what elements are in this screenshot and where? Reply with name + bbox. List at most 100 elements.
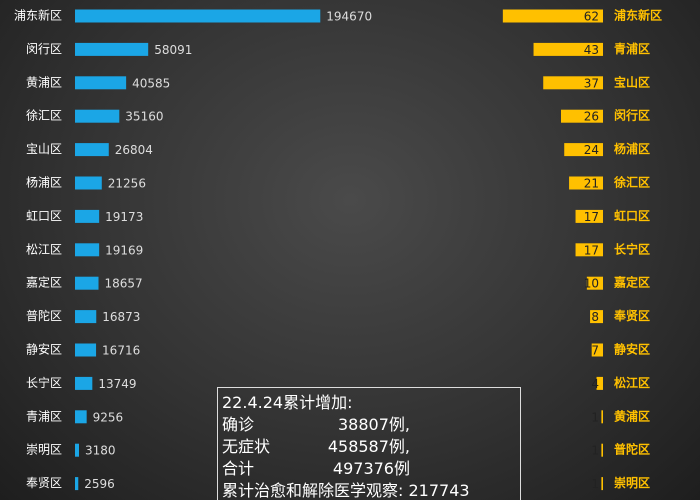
category-label: 普陀区 — [614, 442, 650, 457]
bar — [75, 477, 79, 491]
value-label: 58091 — [154, 43, 192, 57]
bar — [75, 109, 120, 123]
value-label: 17 — [584, 210, 599, 224]
value-label: 21256 — [108, 177, 146, 191]
bar — [75, 9, 321, 23]
value-label: 1 — [591, 477, 599, 491]
bar — [75, 443, 80, 457]
category-label: 长宁区 — [614, 241, 650, 256]
category-label: 长宁区 — [26, 375, 62, 390]
category-label: 徐汇区 — [613, 175, 650, 190]
category-label: 宝山区 — [614, 74, 650, 89]
notice-box: 22.4.24累计增加: 确诊 38807例, 无症状 458587例, 合计 497… — [217, 387, 521, 500]
bar — [75, 376, 93, 390]
label: 确诊 — [222, 415, 255, 434]
category-label: 杨浦区 — [614, 141, 650, 156]
bar — [564, 143, 603, 157]
bar — [533, 42, 603, 56]
bar — [75, 76, 127, 90]
value-label: 9256 — [93, 410, 124, 424]
value-label: 1 — [591, 410, 599, 424]
label: 无症状 — [222, 437, 271, 456]
notice-title: 22.4.24累计增加: — [222, 393, 353, 412]
bar — [75, 343, 97, 357]
value-label: 7 — [591, 344, 599, 358]
value-label: 26804 — [115, 143, 153, 157]
category-label: 青浦区 — [614, 41, 650, 56]
bar — [75, 209, 100, 223]
value-label: 13749 — [98, 377, 136, 391]
bar — [75, 243, 100, 257]
category-label: 宝山区 — [26, 142, 62, 156]
value-label: 10 — [584, 277, 599, 291]
category-label: 闵行区 — [614, 108, 650, 123]
value-label: 8 — [591, 310, 599, 324]
value-label: 26 — [584, 110, 599, 124]
category-label: 静安区 — [614, 342, 650, 357]
bar — [75, 176, 102, 190]
value: 458587例, — [327, 437, 410, 456]
category-label: 黄浦区 — [26, 75, 62, 89]
value: 497376例 — [332, 459, 410, 478]
category-label: 浦东新区 — [614, 8, 662, 23]
bar — [586, 276, 603, 290]
bar — [596, 376, 603, 390]
category-label: 虹口区 — [614, 208, 650, 223]
value-label: 17 — [584, 243, 599, 257]
category-label: 奉贤区 — [613, 308, 650, 323]
category-label: 普陀区 — [26, 308, 62, 323]
category-label: 浦东新区 — [14, 8, 62, 23]
bar — [569, 176, 603, 190]
bar — [75, 310, 97, 324]
bar — [75, 42, 149, 56]
value-label: 19173 — [105, 210, 143, 224]
category-label: 松江区 — [26, 242, 62, 256]
value-label: 37 — [584, 76, 599, 90]
category-label: 徐汇区 — [26, 108, 62, 123]
bar — [601, 477, 603, 491]
bar — [601, 410, 603, 424]
notice-row: 合计 497376例 — [222, 458, 520, 480]
value-label: 3180 — [85, 444, 116, 458]
category-label: 崇明区 — [26, 443, 62, 457]
value-label: 19169 — [105, 243, 143, 257]
label: 合计 — [222, 459, 255, 478]
category-label: 闵行区 — [26, 41, 62, 56]
category-label: 静安区 — [26, 342, 62, 357]
category-label: 崇明区 — [614, 475, 650, 490]
value-label: 40585 — [132, 76, 170, 90]
bar — [601, 443, 603, 457]
bar — [575, 209, 603, 223]
category-label: 青浦区 — [26, 409, 62, 423]
bar — [75, 143, 109, 157]
category-label: 黄浦区 — [614, 408, 650, 423]
bar — [75, 410, 87, 424]
notice-row: 无症状 458587例, — [222, 436, 520, 458]
value-label: 18657 — [105, 277, 143, 291]
bar — [502, 9, 603, 23]
notice-row: 确诊 38807例, — [222, 414, 520, 436]
category-label: 杨浦区 — [26, 175, 62, 190]
bar — [543, 76, 603, 90]
bar — [75, 276, 99, 290]
value-label: 1 — [591, 444, 599, 458]
bar — [575, 243, 603, 257]
category-label: 奉贤区 — [26, 476, 62, 490]
category-label: 嘉定区 — [26, 275, 62, 290]
value-label: 16716 — [102, 344, 140, 358]
value-label: 194670 — [326, 10, 372, 24]
bar — [561, 109, 603, 123]
category-label: 松江区 — [614, 375, 650, 390]
value-label: 21 — [584, 177, 599, 191]
value-label: 43 — [584, 43, 599, 57]
value-label: 24 — [584, 143, 599, 157]
value-label: 62 — [584, 10, 599, 24]
notice-footer: 累计治愈和解除医学观察: 217743 — [222, 481, 470, 500]
value-label: 35160 — [125, 110, 163, 124]
value: 38807例, — [338, 415, 410, 434]
value-label: 4 — [591, 377, 599, 391]
value-label: 16873 — [102, 310, 140, 324]
category-label: 嘉定区 — [613, 275, 650, 290]
